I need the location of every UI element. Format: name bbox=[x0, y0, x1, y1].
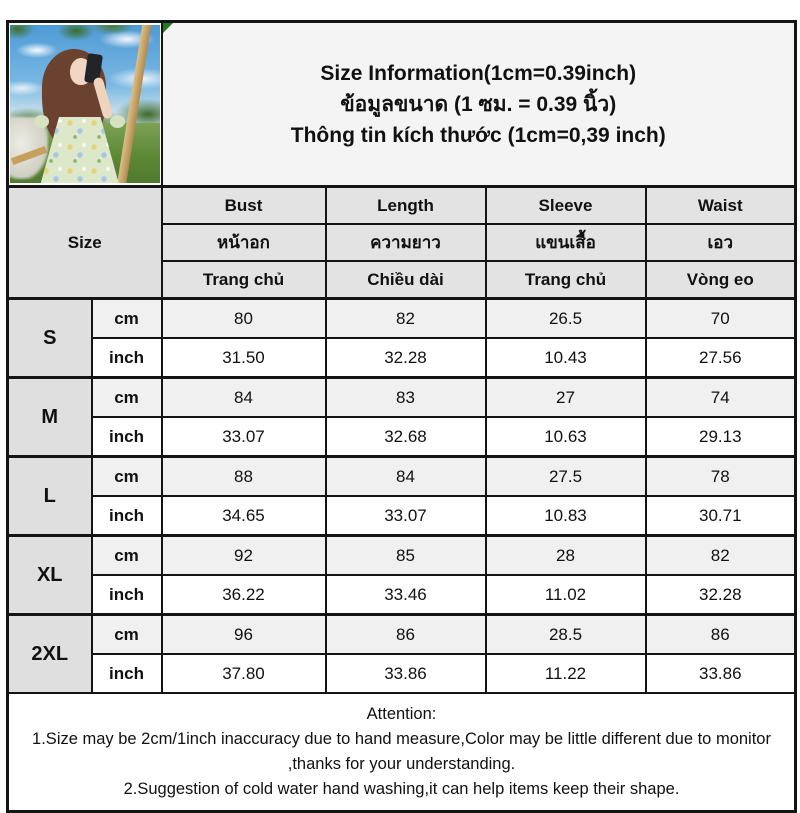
cell-value: 28 bbox=[484, 534, 647, 576]
cell-value: 33.86 bbox=[324, 653, 487, 694]
attention-section: Attention: 1.Size may be 2cm/1inch inacc… bbox=[6, 692, 797, 813]
cell-value: 82 bbox=[324, 297, 487, 339]
cell-value: 10.63 bbox=[484, 416, 647, 458]
cell-value: 29.13 bbox=[644, 416, 797, 458]
table-row: inch 36.22 33.46 11.02 32.28 bbox=[8, 574, 797, 616]
cell-value: 32.68 bbox=[324, 416, 487, 458]
col-header-bust-vi: Trang chủ bbox=[160, 260, 327, 300]
size-label-xl: XL bbox=[6, 534, 93, 616]
tree-branch-left bbox=[9, 25, 42, 47]
table-row: L cm 88 84 27.5 78 bbox=[6, 455, 797, 537]
cell-value: 27 bbox=[484, 376, 647, 418]
cell-value: 33.07 bbox=[160, 416, 327, 458]
col-header-waist: Waist bbox=[644, 185, 797, 225]
table-row: 2XL cm 96 86 28.5 86 bbox=[6, 613, 797, 694]
attention-title: Attention: bbox=[366, 705, 437, 723]
cell-value: 10.83 bbox=[484, 495, 647, 537]
table-row: inch 34.65 33.07 10.83 30.71 bbox=[8, 495, 797, 537]
cell-value: 84 bbox=[324, 455, 487, 497]
product-photo bbox=[9, 25, 160, 183]
size-header: Size bbox=[6, 185, 163, 300]
title-vietnamese: Thông tin kích thước (1cm=0,39 inch) bbox=[290, 123, 666, 147]
cell-value: 86 bbox=[324, 613, 487, 655]
cell-value: 33.86 bbox=[644, 653, 797, 694]
cell-value: 86 bbox=[644, 613, 797, 655]
title-cell: Size Information(1cm=0.39inch) ข้อมูลขนา… bbox=[160, 20, 797, 188]
attention-line-2: 2.Suggestion of cold water hand washing,… bbox=[123, 780, 680, 798]
cell-value: 34.65 bbox=[160, 495, 327, 537]
cell-value: 30.71 bbox=[644, 495, 797, 537]
size-label-m: M bbox=[6, 376, 93, 458]
col-header-length: Length bbox=[324, 185, 487, 225]
cell-value: 37.80 bbox=[160, 653, 327, 694]
cell-value: 27.56 bbox=[644, 337, 797, 379]
cell-value: 10.43 bbox=[484, 337, 647, 379]
size-chart-sheet: Size Information(1cm=0.39inch) ข้อมูลขนา… bbox=[6, 20, 798, 813]
unit-inch: inch bbox=[90, 495, 163, 537]
top-section: Size Information(1cm=0.39inch) ข้อมูลขนา… bbox=[6, 20, 797, 188]
cell-value: 11.22 bbox=[484, 653, 647, 694]
unit-cm: cm bbox=[90, 613, 163, 655]
cell-value: 80 bbox=[160, 297, 327, 339]
col-header-bust-th: หน้าอก bbox=[160, 223, 327, 262]
dress-sleeve-left bbox=[33, 115, 49, 128]
cell-value: 88 bbox=[160, 455, 327, 497]
header-row-vietnamese: Trang chủ Chiều dài Trang chủ Vòng eo bbox=[8, 260, 797, 300]
col-header-sleeve-th: แขนเสื้อ bbox=[484, 223, 647, 262]
table-row: M cm 84 83 27 74 bbox=[6, 376, 797, 458]
col-header-waist-vi: Vòng eo bbox=[644, 260, 797, 300]
cell-value: 26.5 bbox=[484, 297, 647, 339]
table-row: XL cm 92 85 28 82 bbox=[6, 534, 797, 616]
unit-inch: inch bbox=[90, 653, 163, 694]
table-row: inch 31.50 32.28 10.43 27.56 bbox=[8, 337, 797, 379]
cell-value: 84 bbox=[160, 376, 327, 418]
table-row: inch 37.80 33.86 11.22 33.86 bbox=[8, 653, 797, 694]
size-label-2xl: 2XL bbox=[6, 613, 93, 694]
attention-cell: Attention: 1.Size may be 2cm/1inch inacc… bbox=[6, 692, 797, 813]
unit-inch: inch bbox=[90, 416, 163, 458]
cell-value: 32.28 bbox=[644, 574, 797, 616]
unit-inch: inch bbox=[90, 337, 163, 379]
size-label-l: L bbox=[6, 455, 93, 537]
table-row: S cm 80 82 26.5 70 bbox=[6, 297, 797, 379]
col-header-length-th: ความยาว bbox=[324, 223, 487, 262]
cell-value: 96 bbox=[160, 613, 327, 655]
cell-value: 33.07 bbox=[324, 495, 487, 537]
attention-line-1: 1.Size may be 2cm/1inch inaccuracy due t… bbox=[32, 730, 771, 773]
col-header-waist-th: เอว bbox=[644, 223, 797, 262]
cell-value: 85 bbox=[324, 534, 487, 576]
cell-value: 92 bbox=[160, 534, 327, 576]
cell-value: 11.02 bbox=[484, 574, 647, 616]
unit-cm: cm bbox=[90, 455, 163, 497]
cell-value: 78 bbox=[644, 455, 797, 497]
cell-flag-icon bbox=[163, 23, 173, 33]
cell-value: 83 bbox=[324, 376, 487, 418]
unit-cm: cm bbox=[90, 297, 163, 339]
dress-sleeve-right bbox=[109, 115, 125, 128]
table-row: inch 33.07 32.68 10.63 29.13 bbox=[8, 416, 797, 458]
col-header-length-vi: Chiều dài bbox=[324, 260, 487, 300]
title-thai: ข้อมูลขนาด (1 ซม. = 0.39 นิ้ว) bbox=[340, 92, 617, 116]
unit-inch: inch bbox=[90, 574, 163, 616]
col-header-sleeve-vi: Trang chủ bbox=[484, 260, 647, 300]
unit-cm: cm bbox=[90, 376, 163, 418]
header-row-english: Size Bust Length Sleeve Waist bbox=[6, 185, 797, 300]
cell-value: 32.28 bbox=[324, 337, 487, 379]
cell-value: 82 bbox=[644, 534, 797, 576]
cell-value: 27.5 bbox=[484, 455, 647, 497]
size-label-s: S bbox=[6, 297, 93, 379]
cell-value: 74 bbox=[644, 376, 797, 418]
col-header-bust: Bust bbox=[160, 185, 327, 225]
cell-value: 31.50 bbox=[160, 337, 327, 379]
cell-value: 70 bbox=[644, 297, 797, 339]
tree-branch bbox=[51, 25, 138, 53]
unit-cm: cm bbox=[90, 534, 163, 576]
col-header-sleeve: Sleeve bbox=[484, 185, 647, 225]
cell-value: 33.46 bbox=[324, 574, 487, 616]
cell-value: 36.22 bbox=[160, 574, 327, 616]
title-english: Size Information(1cm=0.39inch) bbox=[320, 61, 637, 85]
cell-value: 28.5 bbox=[484, 613, 647, 655]
product-photo-cell bbox=[6, 20, 163, 188]
header-row-thai: หน้าอก ความยาว แขนเสื้อ เอว bbox=[8, 223, 797, 262]
